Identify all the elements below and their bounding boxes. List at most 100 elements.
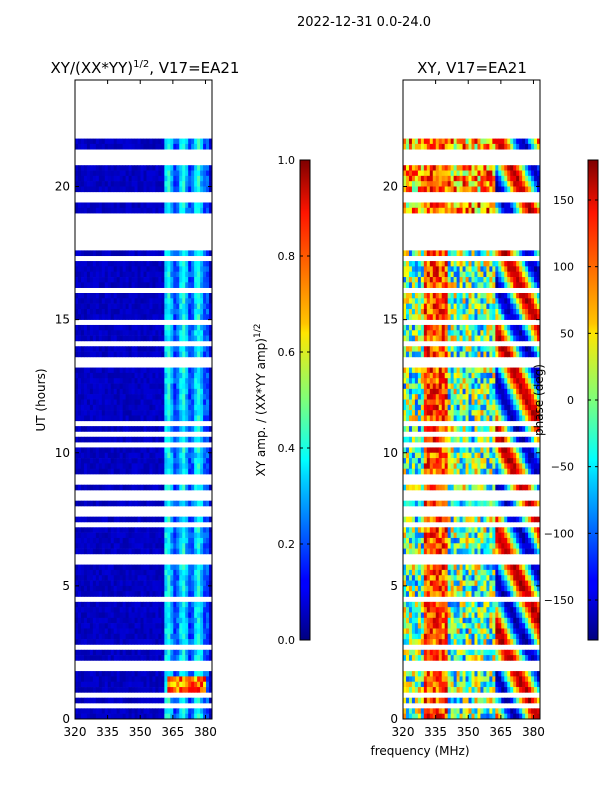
phase-cell: [432, 170, 437, 177]
amp-cell: [176, 543, 180, 549]
amp-cell: [161, 623, 165, 629]
amp-cell: [200, 585, 204, 592]
amp-cell: [113, 580, 118, 587]
amp-cell: [95, 346, 100, 352]
phase-cell: [507, 170, 511, 177]
amp-cell: [170, 548, 174, 555]
phase-cell: [411, 165, 416, 171]
amp-cell: [188, 463, 192, 470]
amp-cell: [80, 548, 85, 555]
amp-cell: [200, 324, 204, 331]
amp-cell: [158, 250, 162, 257]
amp-cell: [197, 447, 201, 454]
phase-cell: [534, 367, 538, 374]
amp-cell: [119, 181, 124, 187]
phase-cell: [432, 202, 437, 209]
amp-cell: [140, 324, 144, 331]
amp-cell: [155, 207, 159, 214]
phase-cell: [522, 346, 526, 352]
amp-cell: [113, 436, 118, 443]
amp-cell: [131, 394, 135, 400]
amp-cell: [95, 271, 100, 278]
phase-cell: [525, 404, 529, 411]
phase-cell: [429, 271, 434, 278]
phase-cell: [423, 378, 428, 384]
amp-cell: [95, 564, 100, 571]
amp-cell: [92, 681, 97, 688]
amp-cell: [77, 708, 82, 714]
phase-cell: [483, 388, 487, 395]
amp-cell: [113, 388, 118, 395]
amp-cell: [152, 601, 156, 608]
phase-cell: [501, 367, 505, 374]
amp-cell: [197, 671, 201, 677]
amp-cell: [119, 170, 124, 177]
phase-cell: [414, 271, 419, 278]
phase-cell: [483, 207, 487, 214]
amp-cell: [209, 537, 212, 544]
phase-cell: [450, 404, 455, 411]
phase-cell: [435, 207, 440, 214]
amp-cell: [101, 697, 106, 704]
amp-cell: [173, 452, 177, 459]
phase-cell: [474, 250, 478, 257]
amp-cell: [89, 580, 94, 587]
phase-cell: [525, 394, 529, 400]
phase-cell: [408, 207, 413, 214]
amp-cell: [89, 383, 94, 390]
amp-cell: [155, 308, 159, 315]
amp-cell: [200, 633, 204, 640]
phase-cell: [501, 282, 505, 288]
amp-cell: [131, 426, 135, 432]
amp-cell: [140, 303, 144, 310]
phase-cell: [450, 266, 455, 273]
amp-cell: [188, 708, 192, 714]
amp-cell: [75, 671, 79, 677]
phase-cell: [528, 335, 532, 342]
amp-cell: [167, 202, 171, 209]
phase-cell: [405, 383, 410, 390]
amp-cell: [155, 564, 159, 571]
phase-cell: [495, 165, 499, 171]
amp-cell: [167, 612, 171, 619]
amp-cell: [191, 447, 195, 454]
amp-cell: [125, 649, 130, 656]
phase-cell: [525, 383, 529, 390]
phase-cell: [420, 266, 425, 273]
amp-cell: [119, 394, 124, 400]
amp-cell: [179, 543, 183, 549]
phase-cell: [414, 383, 419, 390]
amp-cell: [119, 628, 124, 635]
phase-cell: [411, 324, 416, 331]
amp-cell: [134, 404, 138, 411]
phase-cell: [489, 165, 493, 171]
amp-cell: [203, 298, 207, 304]
amp-cell: [149, 591, 153, 597]
phase-cell: [513, 378, 517, 384]
amp-cell: [164, 181, 168, 187]
amp-cell: [107, 617, 112, 624]
amp-cell: [194, 410, 198, 416]
amp-cell: [110, 617, 115, 624]
amp-cell: [197, 601, 201, 608]
amp-cell: [149, 527, 153, 533]
amp-cell: [75, 261, 79, 267]
amp-cell: [113, 298, 118, 304]
amp-cell: [128, 410, 132, 416]
amp-cell: [152, 532, 156, 539]
amp-cell: [86, 681, 91, 688]
amp-cell: [179, 500, 183, 507]
amp-cell: [77, 415, 82, 422]
amp-cell: [173, 181, 177, 187]
amp-cell: [75, 633, 79, 640]
amp-cell: [80, 351, 85, 358]
phase-cell: [405, 372, 410, 379]
amp-cell: [182, 143, 186, 150]
amp-cell: [86, 293, 91, 299]
amp-cell: [191, 394, 195, 400]
amp-cell: [95, 532, 100, 539]
phase-cell: [447, 346, 452, 352]
phase-cell: [525, 367, 529, 374]
phase-cell: [510, 383, 514, 390]
phase-cell: [507, 410, 511, 416]
